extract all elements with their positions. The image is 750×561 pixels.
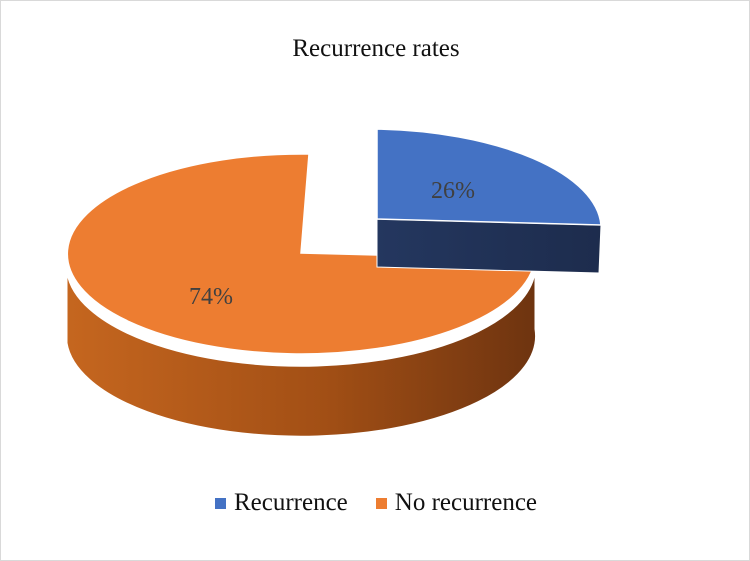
- legend-item-recurrence: Recurrence: [214, 489, 348, 517]
- slice-recurrence-side: [376, 218, 602, 274]
- legend-swatch-no-recurrence: [375, 497, 387, 509]
- legend: Recurrence No recurrence: [1, 489, 750, 517]
- data-label-no-recurrence: 74%: [189, 284, 233, 310]
- pie-chart: 26% 74%: [66, 128, 602, 437]
- slice-no-recurrence: [66, 153, 536, 355]
- legend-label-recurrence: Recurrence: [233, 489, 348, 516]
- legend-label-no-recurrence: No recurrence: [394, 489, 538, 516]
- chart-title: Recurrence rates: [292, 35, 460, 62]
- slice-no-recurrence-side: [66, 258, 537, 437]
- legend-swatch-recurrence: [214, 497, 226, 509]
- slice-recurrence: [376, 128, 602, 226]
- legend-item-no-recurrence: No recurrence: [375, 489, 538, 517]
- data-label-recurrence: 26%: [431, 178, 475, 204]
